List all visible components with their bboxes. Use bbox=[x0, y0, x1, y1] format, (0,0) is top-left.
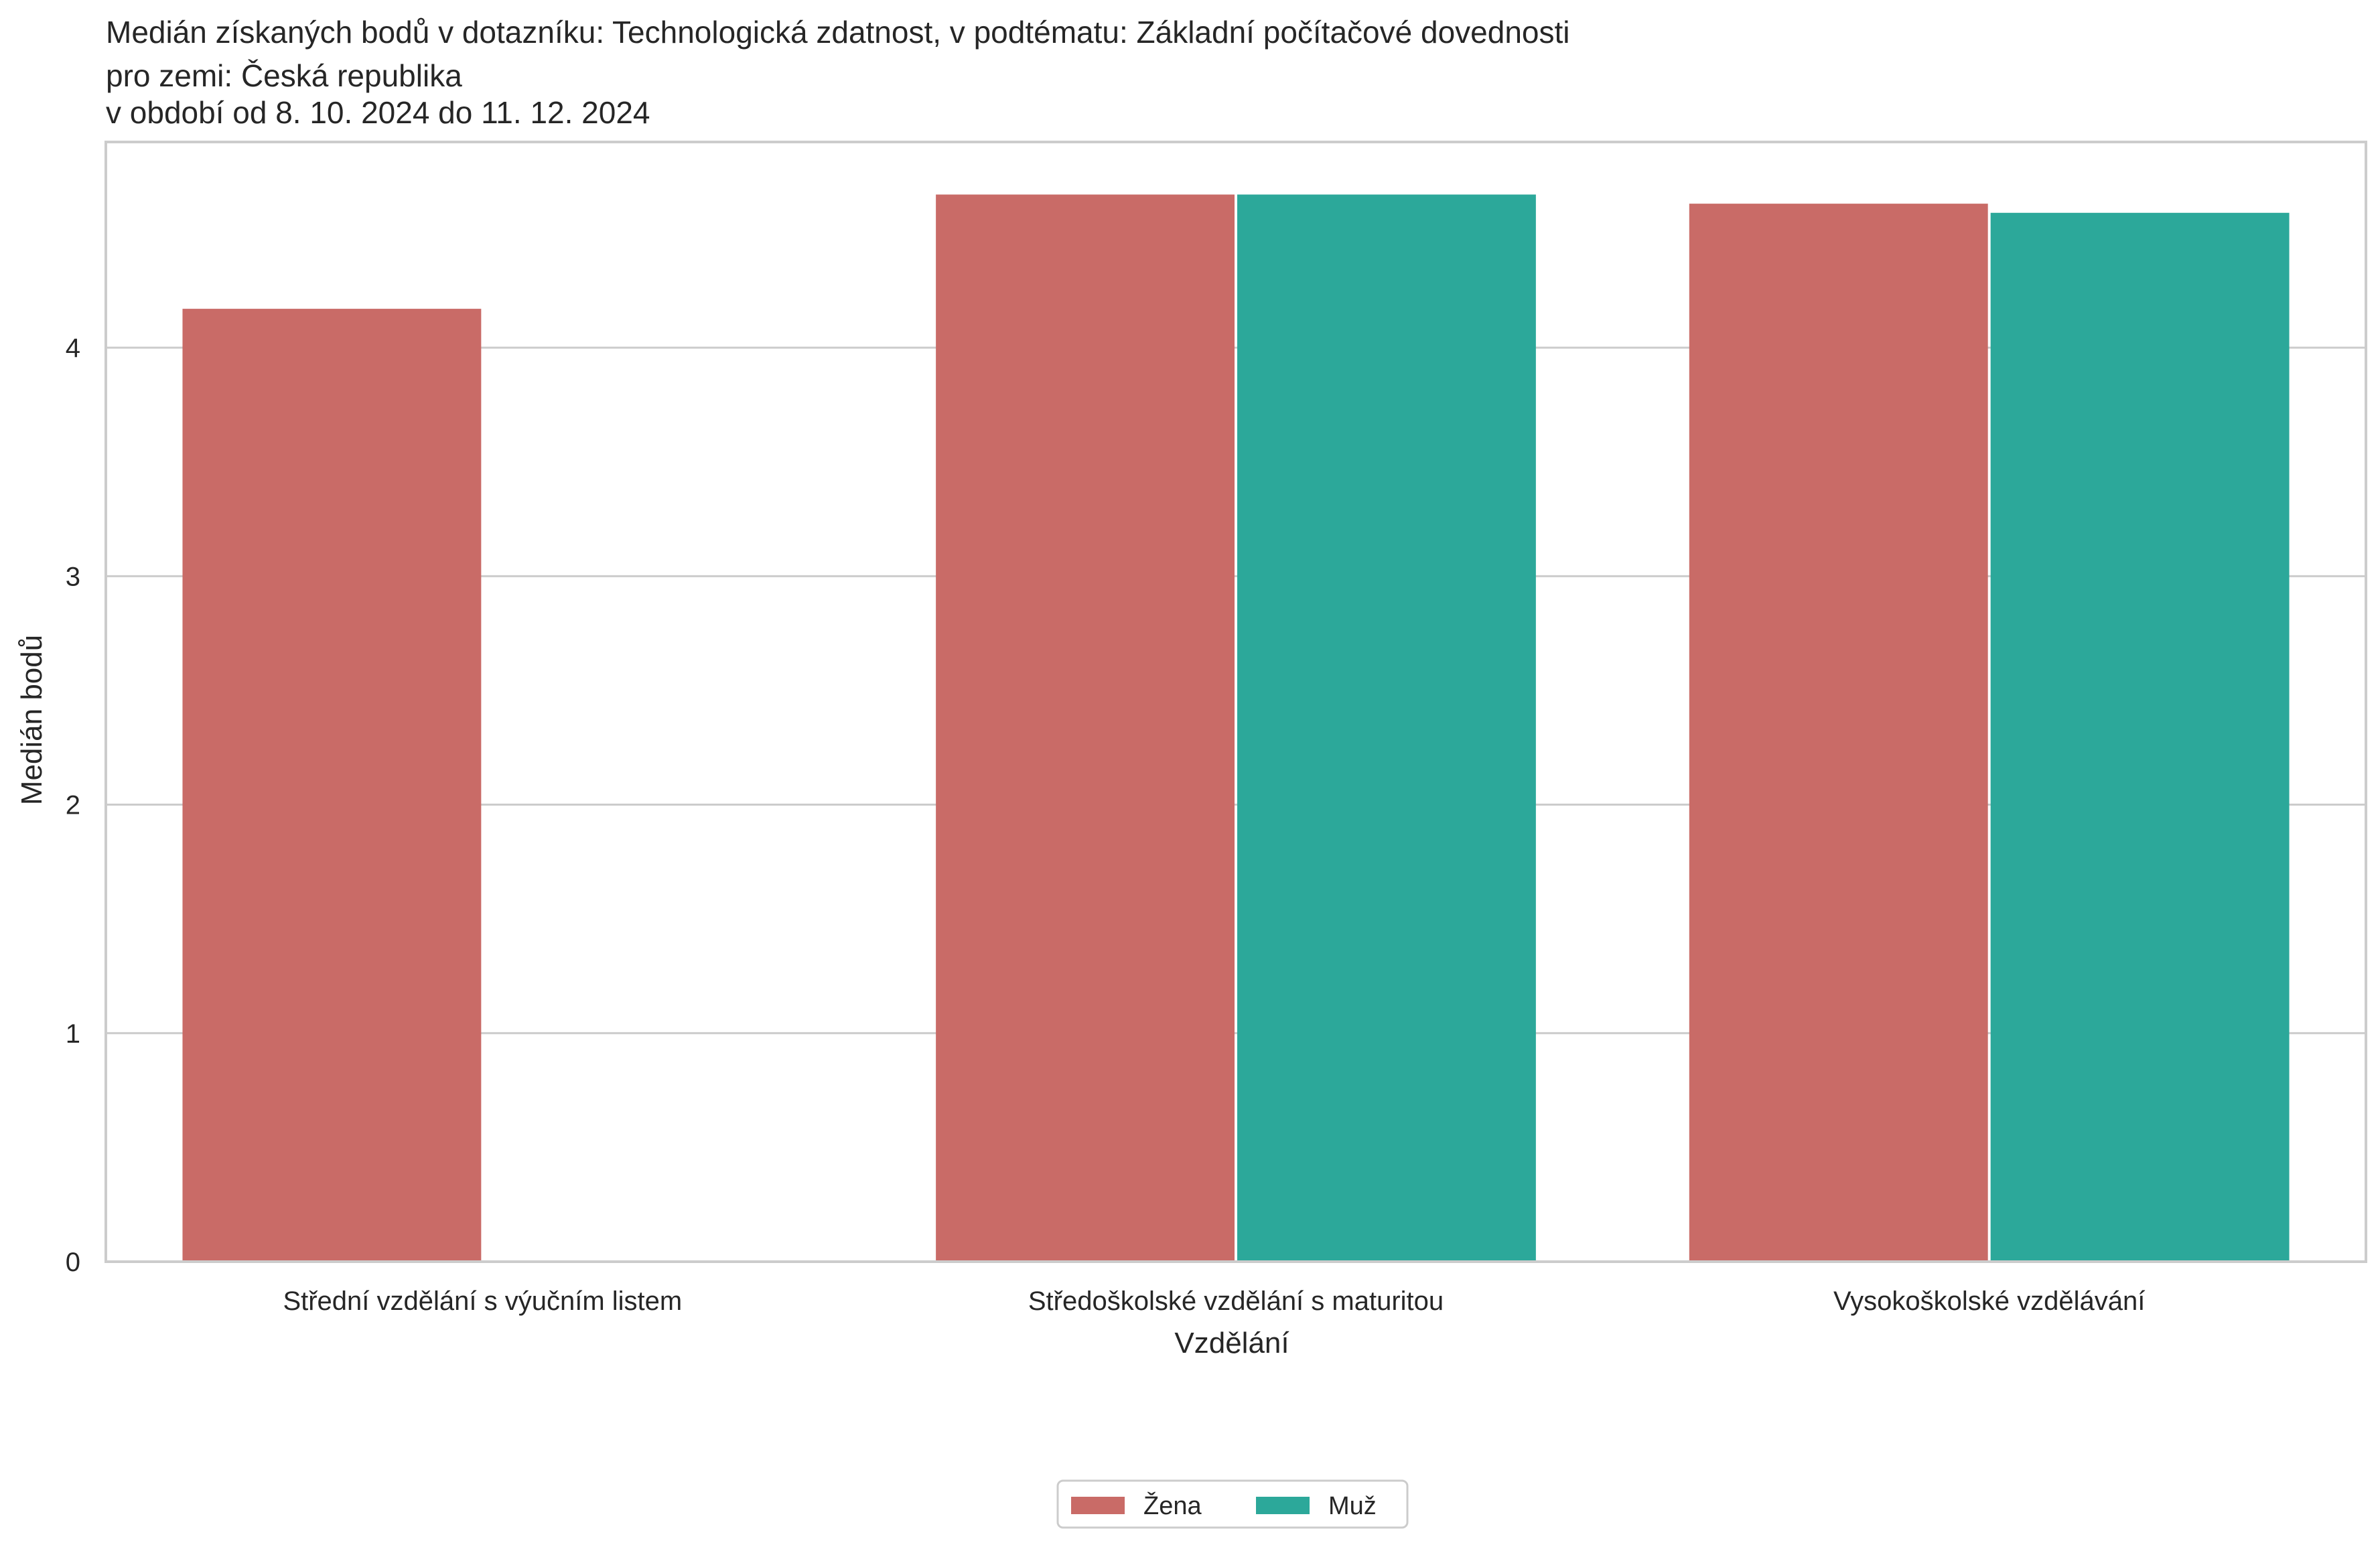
x-axis-label: Vzdělání bbox=[1174, 1327, 1289, 1359]
bar bbox=[182, 309, 482, 1262]
legend: Žena Muž bbox=[1056, 1479, 1409, 1529]
y-axis-label: Medián bodů bbox=[15, 635, 48, 805]
legend-label: Muž bbox=[1328, 1492, 1377, 1520]
x-tick-label: Středoškolské vzdělání s maturitou bbox=[1028, 1286, 1444, 1316]
bars bbox=[182, 194, 2290, 1262]
legend-swatch bbox=[1071, 1497, 1125, 1514]
y-tick-label: 4 bbox=[66, 334, 80, 363]
chart-title-line-2: pro zemi: Česká republika bbox=[106, 58, 462, 93]
y-tick-label: 2 bbox=[66, 791, 80, 820]
bar bbox=[1689, 204, 1988, 1262]
y-tick-label: 1 bbox=[66, 1019, 80, 1049]
x-tick-label: Střední vzdělání s výučním listem bbox=[283, 1286, 682, 1316]
y-tick-label: 3 bbox=[66, 562, 80, 591]
bar bbox=[1237, 194, 1536, 1262]
plot-frame bbox=[104, 141, 2367, 1263]
x-tick-labels: Střední vzdělání s výučním listem Středoš… bbox=[283, 1286, 2145, 1316]
chart-title-line-3: v období od 8. 10. 2024 do 11. 12. 2024 bbox=[106, 95, 650, 130]
x-tick-label: Vysokoškolské vzdělávání bbox=[1833, 1286, 2145, 1316]
y-tick-labels: 0 1 2 3 4 bbox=[66, 334, 80, 1277]
gridlines bbox=[106, 346, 2366, 1035]
chart-title: Medián získaných bodů v dotazníku: Techn… bbox=[106, 15, 1570, 130]
bar bbox=[1990, 212, 2290, 1262]
legend-swatch bbox=[1256, 1497, 1310, 1514]
y-tick-label: 0 bbox=[66, 1248, 80, 1277]
chart-title-line-1: Medián získaných bodů v dotazníku: Techn… bbox=[106, 15, 1570, 50]
legend-box bbox=[1056, 1479, 1409, 1529]
legend-label: Žena bbox=[1143, 1491, 1202, 1520]
bar bbox=[936, 194, 1235, 1262]
